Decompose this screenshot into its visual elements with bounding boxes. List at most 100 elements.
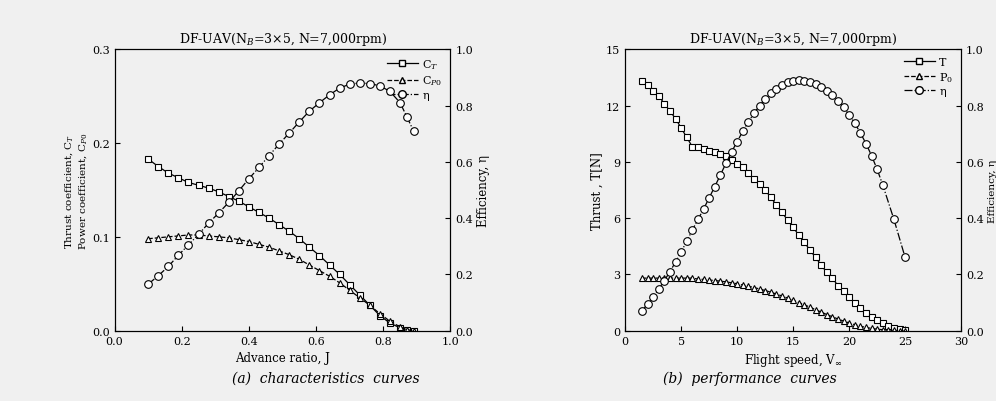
C$_T$ <box>400 328 412 332</box>
P$_0$ <box>821 312 833 317</box>
Legend: C$_T$, C$_{P0}$, η: C$_T$, C$_{P0}$, η <box>384 56 445 103</box>
C$_{P0}$ <box>253 242 265 247</box>
P$_0$ <box>804 305 816 310</box>
P$_0$ <box>888 328 900 333</box>
C$_T$ <box>182 180 194 185</box>
T <box>726 158 738 163</box>
η <box>314 101 326 106</box>
P$_0$ <box>748 286 760 290</box>
η <box>253 166 265 170</box>
T <box>793 233 805 238</box>
T <box>832 284 844 288</box>
C$_{P0}$ <box>407 328 419 333</box>
T <box>647 89 659 94</box>
η <box>849 122 861 126</box>
P$_0$ <box>697 277 709 282</box>
η <box>182 243 194 248</box>
η <box>787 79 799 84</box>
η <box>748 112 760 117</box>
P$_0$ <box>866 326 877 331</box>
X-axis label: Flight speed, V$_{\infty}$: Flight speed, V$_{\infty}$ <box>744 351 843 368</box>
C$_T$ <box>384 321 396 326</box>
P$_0$ <box>641 276 653 281</box>
P$_0$ <box>737 283 749 288</box>
η <box>641 302 653 306</box>
P$_0$ <box>658 276 670 281</box>
T <box>827 276 839 281</box>
η <box>202 221 214 226</box>
T <box>697 147 709 152</box>
η <box>692 217 704 222</box>
P$_0$ <box>759 288 771 293</box>
η <box>765 91 777 96</box>
P$_0$ <box>849 322 861 327</box>
η <box>815 86 827 91</box>
C$_{P0}$ <box>213 235 225 240</box>
P$_0$ <box>720 280 732 285</box>
η <box>686 228 698 233</box>
T <box>787 225 799 230</box>
T <box>899 328 911 333</box>
η <box>731 140 743 145</box>
Title: DF-UAV(N$_B$=3×5, N=7,000rpm): DF-UAV(N$_B$=3×5, N=7,000rpm) <box>178 31 386 48</box>
T <box>720 154 732 159</box>
η <box>675 250 687 255</box>
P$_0$ <box>787 298 799 303</box>
T <box>652 95 664 99</box>
C$_T$ <box>142 157 154 162</box>
η <box>669 260 681 265</box>
C$_{P0}$ <box>192 233 204 238</box>
C$_T$ <box>152 165 164 170</box>
η <box>876 183 888 188</box>
C$_T$ <box>314 253 326 258</box>
P$_0$ <box>686 276 698 281</box>
C$_{P0}$ <box>354 296 366 300</box>
η <box>263 154 275 159</box>
P$_0$ <box>754 287 766 292</box>
T <box>882 324 894 328</box>
C$_T$ <box>172 176 184 181</box>
P$_0$ <box>652 276 664 281</box>
η <box>294 120 306 125</box>
Text: (b)  performance  curves: (b) performance curves <box>662 371 837 385</box>
C$_{P0}$ <box>273 249 285 254</box>
C$_{P0}$ <box>223 236 235 241</box>
Line: η: η <box>638 77 909 315</box>
T <box>686 145 698 150</box>
η <box>681 239 693 244</box>
T <box>664 109 676 114</box>
C$_{P0}$ <box>344 288 356 293</box>
η <box>742 120 754 125</box>
T <box>804 248 816 253</box>
C$_T$ <box>223 194 235 199</box>
P$_0$ <box>636 276 648 281</box>
C$_{P0}$ <box>142 237 154 241</box>
η <box>866 154 877 159</box>
P$_0$ <box>810 308 822 312</box>
T <box>876 321 888 326</box>
T <box>821 270 833 275</box>
C$_T$ <box>374 314 385 318</box>
P$_0$ <box>703 278 715 283</box>
C$_{P0}$ <box>374 312 385 316</box>
C$_{P0}$ <box>314 269 326 273</box>
T <box>731 162 743 167</box>
C$_T$ <box>394 326 406 330</box>
C$_{P0}$ <box>182 233 194 238</box>
η <box>714 173 726 178</box>
Title: DF-UAV(N$_B$=3×5, N=7,000rpm): DF-UAV(N$_B$=3×5, N=7,000rpm) <box>689 31 897 48</box>
Line: η: η <box>144 80 417 288</box>
T <box>872 318 883 323</box>
P$_0$ <box>675 276 687 281</box>
C$_T$ <box>202 186 214 191</box>
T <box>737 166 749 170</box>
Line: P$_0$: P$_0$ <box>638 275 908 334</box>
η <box>899 255 911 260</box>
C$_{P0}$ <box>152 236 164 241</box>
η <box>324 93 336 98</box>
η <box>394 101 406 106</box>
T <box>799 241 811 245</box>
η <box>827 94 839 99</box>
η <box>759 97 771 102</box>
T <box>866 314 877 319</box>
